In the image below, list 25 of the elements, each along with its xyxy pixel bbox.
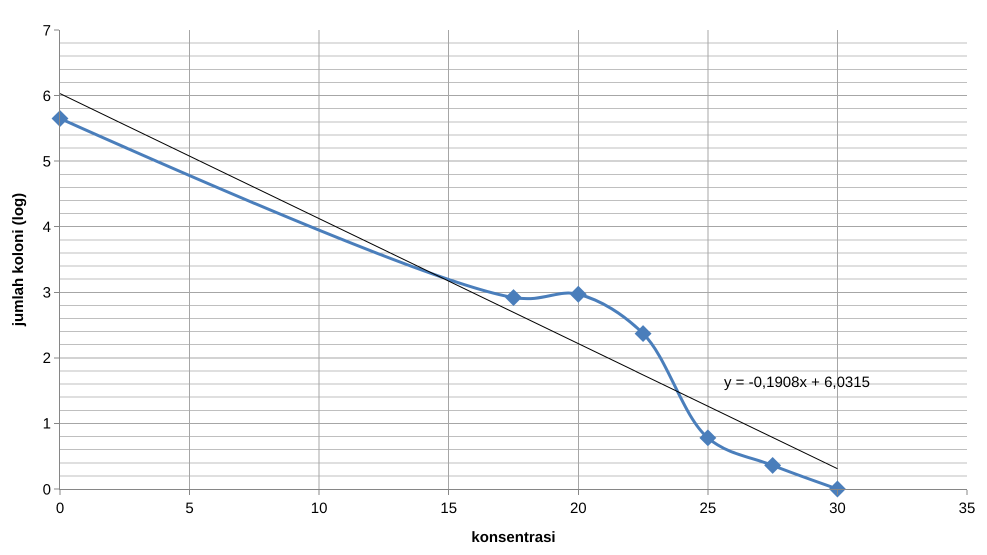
x-axis-title: konsentrasi	[471, 529, 556, 546]
point	[764, 456, 782, 474]
y-tick-label: 3	[42, 284, 51, 302]
point	[570, 286, 587, 303]
y-tick-label: 0	[42, 481, 51, 498]
x-tick-label: 35	[958, 500, 976, 517]
y-tick-label: 4	[42, 218, 51, 236]
point	[828, 480, 846, 498]
x-tick-label: 25	[700, 500, 716, 517]
y-axis-title: jumlah koloni (log)	[10, 192, 27, 328]
x-tick-label: 15	[440, 500, 458, 517]
x-tick-label: 0	[56, 500, 64, 517]
point	[505, 289, 522, 306]
point	[634, 325, 652, 342]
y-tick-label: 1	[42, 416, 51, 433]
y-tick-label: 7	[42, 22, 51, 40]
point	[699, 429, 716, 446]
x-tick-label: 10	[310, 500, 328, 517]
x-tick-label: 20	[570, 500, 587, 517]
x-tick-label: 30	[829, 500, 846, 517]
annotation: y = -0,1908x + 6,0315	[724, 374, 870, 391]
y-tick-label: 6	[42, 88, 51, 105]
x-tick-label: 5	[185, 500, 194, 517]
y-tick-label: 5	[42, 153, 51, 170]
y-tick-label: 2	[42, 350, 51, 368]
